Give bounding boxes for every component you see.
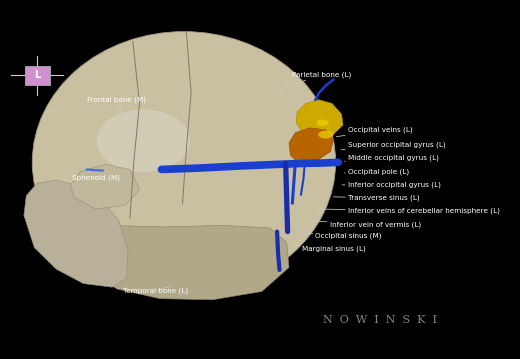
Text: Sphenoid (M): Sphenoid (M) — [72, 174, 120, 181]
Ellipse shape — [97, 109, 190, 172]
Ellipse shape — [32, 32, 335, 293]
Text: Occipital sinus (M): Occipital sinus (M) — [303, 233, 382, 239]
Polygon shape — [71, 164, 139, 209]
Text: Inferior veins of cerebellar hemisphere (L): Inferior veins of cerebellar hemisphere … — [318, 208, 500, 214]
Text: N  O  W  I  N  S  K  I: N O W I N S K I — [323, 315, 437, 325]
Text: L: L — [34, 70, 41, 80]
Text: Temporal bone (L): Temporal bone (L) — [123, 286, 188, 294]
Text: Occipital pole (L): Occipital pole (L) — [344, 168, 409, 175]
Polygon shape — [24, 180, 128, 287]
Polygon shape — [296, 100, 343, 144]
Polygon shape — [289, 128, 333, 164]
Ellipse shape — [317, 120, 329, 126]
Text: Parietal bone (L): Parietal bone (L) — [272, 71, 352, 92]
FancyBboxPatch shape — [25, 66, 50, 85]
Text: Inferior vein of vermis (L): Inferior vein of vermis (L) — [311, 221, 421, 228]
Text: Middle occipital gyrus (L): Middle occipital gyrus (L) — [344, 155, 439, 161]
Text: Transverse sinus (L): Transverse sinus (L) — [333, 195, 420, 201]
Text: Occipital veins (L): Occipital veins (L) — [336, 127, 412, 137]
Ellipse shape — [318, 131, 333, 139]
Text: Superior occipital gyrus (L): Superior occipital gyrus (L) — [341, 141, 446, 150]
Polygon shape — [71, 225, 289, 300]
Text: Frontal bone (M): Frontal bone (M) — [87, 97, 146, 117]
Text: Marginal sinus (L): Marginal sinus (L) — [294, 245, 366, 252]
Text: Inferior occipital gyrus (L): Inferior occipital gyrus (L) — [342, 182, 440, 188]
